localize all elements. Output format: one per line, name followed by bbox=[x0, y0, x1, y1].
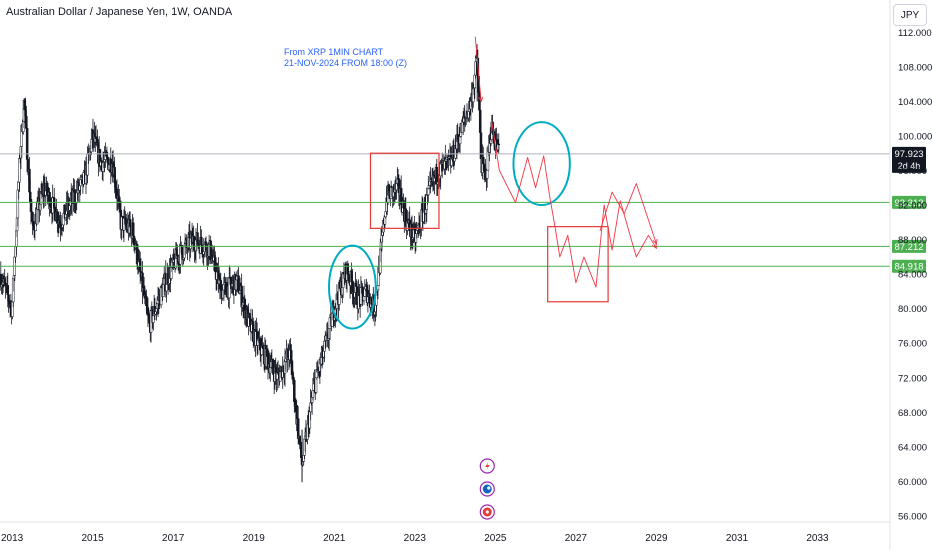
y-tick-label: 96.000 bbox=[898, 166, 927, 177]
event-icons[interactable] bbox=[479, 458, 495, 520]
y-tick-label: 76.000 bbox=[898, 339, 927, 350]
y-tick-label: 92.000 bbox=[898, 201, 927, 212]
candle-body bbox=[361, 286, 364, 293]
candle-body bbox=[485, 169, 489, 179]
candle-body bbox=[131, 222, 135, 237]
icon-glyph bbox=[485, 462, 490, 470]
y-tick-label: 104.000 bbox=[898, 97, 932, 108]
dividend-icon[interactable] bbox=[479, 504, 495, 520]
projection-arrowhead bbox=[478, 96, 484, 103]
highlight-box bbox=[369, 152, 440, 229]
y-tick-label: 100.000 bbox=[898, 131, 932, 142]
x-tick-label: 2019 bbox=[243, 533, 266, 544]
x-tick-label: 2027 bbox=[565, 533, 588, 544]
x-tick-label: 2013 bbox=[1, 533, 24, 544]
x-tick-label: 2029 bbox=[645, 533, 668, 544]
icon-glyph bbox=[482, 484, 492, 494]
chart-note-line2: 21-NOV-2024 FROM 18:00 (Z) bbox=[284, 58, 408, 68]
price-label: 84.918 bbox=[894, 262, 923, 273]
candle-body bbox=[497, 143, 501, 146]
countdown-label: 2d 4h bbox=[898, 161, 921, 171]
icon-glyph bbox=[487, 486, 491, 490]
y-tick-label: 112.000 bbox=[898, 28, 932, 39]
x-tick-label: 2025 bbox=[484, 533, 507, 544]
candle-body bbox=[196, 232, 199, 245]
chart-note-line1: From XRP 1MIN CHART bbox=[284, 47, 384, 57]
projection-path bbox=[490, 118, 657, 288]
candle-body bbox=[314, 377, 318, 393]
candle-body bbox=[209, 240, 212, 260]
price-label-bg bbox=[892, 239, 926, 253]
y-tick-label: 88.000 bbox=[898, 235, 927, 246]
y-tick-label: 108.000 bbox=[898, 62, 932, 73]
x-tick-label: 2017 bbox=[162, 533, 185, 544]
price-label: 92.312 bbox=[894, 198, 923, 209]
highlight-ellipse bbox=[328, 244, 377, 330]
projection-arrowhead bbox=[651, 243, 657, 250]
projection-path bbox=[599, 183, 657, 245]
x-tick-label: 2031 bbox=[726, 533, 749, 544]
chart-note: From XRP 1MIN CHART 21-NOV-2024 FROM 18:… bbox=[284, 47, 407, 69]
candle-body bbox=[311, 390, 315, 398]
highlight-ellipse bbox=[512, 121, 571, 207]
y-tick-label: 68.000 bbox=[898, 408, 927, 419]
projection-arrowhead bbox=[652, 238, 658, 245]
drawings[interactable] bbox=[328, 36, 658, 330]
projection-path bbox=[474, 36, 482, 102]
lightning-icon[interactable] bbox=[479, 458, 495, 474]
y-tick-label: 64.000 bbox=[898, 442, 927, 453]
highlight-box bbox=[547, 226, 609, 303]
price-label: 87.212 bbox=[894, 242, 923, 253]
price-label: 97.923 bbox=[894, 149, 923, 160]
x-tick-label: 2021 bbox=[323, 533, 346, 544]
candle-body bbox=[28, 191, 32, 202]
candle-body bbox=[132, 235, 136, 245]
price-label-bg bbox=[892, 195, 926, 209]
x-tick-label: 2015 bbox=[81, 533, 104, 544]
y-tick-label: 60.000 bbox=[898, 477, 927, 488]
earnings-icon[interactable] bbox=[479, 481, 495, 497]
y-tick-label: 84.000 bbox=[898, 270, 927, 281]
icon-glyph bbox=[485, 510, 489, 514]
y-tick-label: 72.000 bbox=[898, 373, 927, 384]
y-tick-label: 56.000 bbox=[898, 511, 927, 522]
price-label-bg bbox=[892, 259, 926, 273]
chart-title: Australian Dollar / Japanese Yen, 1W, OA… bbox=[6, 6, 233, 18]
currency-button[interactable]: JPY bbox=[893, 4, 927, 26]
price-label-bg bbox=[892, 146, 926, 173]
candle-body bbox=[165, 284, 168, 292]
x-tick-label: 2033 bbox=[806, 533, 829, 544]
y-tick-label: 80.000 bbox=[898, 304, 927, 315]
candle-body bbox=[376, 285, 380, 291]
x-tick-label: 2023 bbox=[404, 533, 427, 544]
candles bbox=[0, 44, 501, 483]
